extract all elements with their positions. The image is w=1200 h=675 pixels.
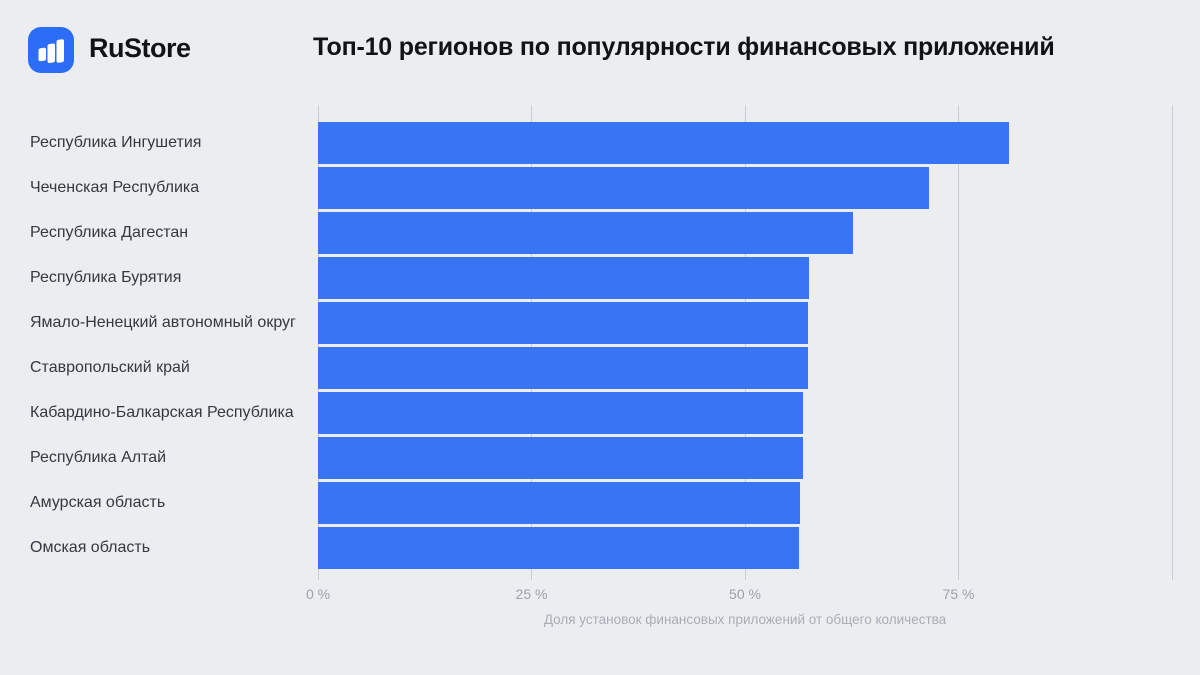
bar (318, 166, 929, 209)
bar (318, 481, 800, 524)
category-label: Ставропольский край (30, 358, 190, 376)
bar (318, 121, 1009, 164)
x-tick-mark (744, 571, 746, 580)
x-tick-mark (1171, 571, 1173, 580)
x-tick-label: 50 % (729, 586, 761, 602)
bar (318, 391, 804, 434)
category-label: Ямало-Ненецкий автономный округ (30, 313, 296, 331)
x-tick-mark (958, 571, 959, 580)
category-label: Республика Дагестан (30, 223, 189, 241)
bar (318, 301, 809, 344)
bar (318, 526, 799, 569)
gridline (958, 105, 959, 571)
bar (318, 211, 853, 254)
category-label: Амурская область (30, 493, 166, 511)
rustore-logo-icon (28, 27, 74, 73)
category-label: Чеченская Республика (30, 178, 200, 196)
chart-title: Топ-10 регионов по популярности финансов… (313, 33, 1055, 61)
category-label: Республика Бурятия (30, 268, 182, 286)
x-tick-mark (317, 571, 319, 580)
x-axis: 0 % 25 % 50 % 75 % (306, 571, 1173, 605)
category-label: Омская область (30, 538, 151, 556)
x-tick-label: 75 % (942, 586, 975, 602)
plot-area (317, 105, 1173, 571)
category-label: Кабардино-Балкарская Республика (30, 403, 294, 421)
gridline (1171, 105, 1173, 571)
x-axis-caption: Доля установок финансовых приложений от … (543, 612, 947, 627)
category-label: Республика Ингушетия (30, 133, 202, 151)
brand-name: RuStore (89, 33, 191, 63)
bar (318, 256, 810, 299)
category-label: Республика Алтай (30, 448, 167, 466)
bar (318, 346, 809, 389)
x-tick-label: 25 % (515, 586, 548, 602)
x-tick-mark (531, 571, 532, 580)
x-tick-label: 0 % (305, 586, 331, 602)
bar (318, 436, 804, 479)
